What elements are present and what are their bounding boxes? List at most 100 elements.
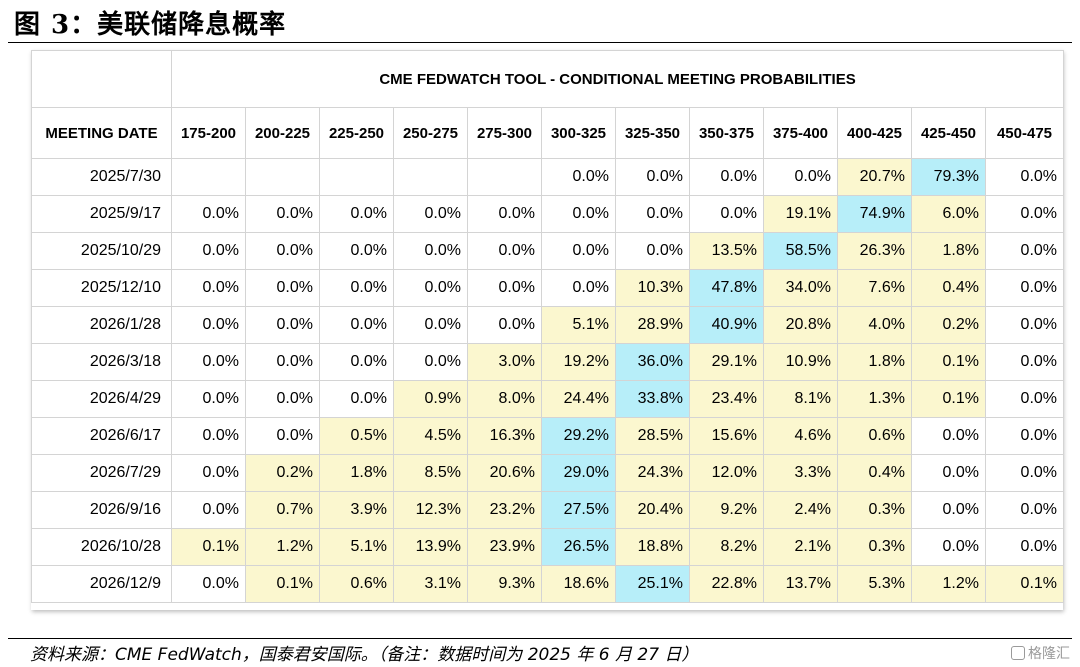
column-header: 450-475 xyxy=(984,107,1065,159)
probability-cell: 0.0% xyxy=(319,343,394,381)
table-row: 2025/7/30 0.0% 0.0% 0.0% 0.0% 20.7% 79.3% 0.0% xyxy=(31,158,1065,196)
probability-cell: 0.3% xyxy=(837,528,912,566)
probability-cell: 33.8% xyxy=(615,380,690,418)
probability-cell: 23.2% xyxy=(467,491,542,529)
probability-cell: 40.9% xyxy=(689,306,764,344)
probability-cell: 0.0% xyxy=(467,195,542,233)
probability-cell: 1.3% xyxy=(837,380,912,418)
probability-cell: 0.0% xyxy=(984,343,1065,381)
probability-cell: 0.0% xyxy=(245,417,320,455)
source-divider xyxy=(8,638,1072,639)
probability-cell: 3.0% xyxy=(467,343,542,381)
probability-table-container: CME FEDWATCH TOOL - CONDITIONAL MEETING … xyxy=(31,50,1065,610)
probability-cell: 13.9% xyxy=(393,528,468,566)
probability-cell: 4.0% xyxy=(837,306,912,344)
meeting-date-cell: 2026/6/17 xyxy=(31,417,172,455)
probability-cell xyxy=(393,158,468,196)
probability-cell: 8.5% xyxy=(393,454,468,492)
watermark-text: 格隆汇 xyxy=(1028,646,1070,662)
probability-cell: 24.4% xyxy=(541,380,616,418)
probability-cell: 0.0% xyxy=(984,454,1065,492)
probability-cell: 27.5% xyxy=(541,491,616,529)
column-header: 275-300 xyxy=(467,107,542,159)
column-header: 325-350 xyxy=(615,107,690,159)
probability-cell: 0.0% xyxy=(615,158,690,196)
probability-cell: 0.0% xyxy=(911,417,986,455)
probability-cell: 8.0% xyxy=(467,380,542,418)
probability-cell: 23.9% xyxy=(467,528,542,566)
probability-table: CME FEDWATCH TOOL - CONDITIONAL MEETING … xyxy=(31,50,1065,603)
meeting-date-cell: 2026/4/29 xyxy=(31,380,172,418)
probability-cell: 0.7% xyxy=(245,491,320,529)
probability-cell: 0.2% xyxy=(245,454,320,492)
probability-cell: 0.0% xyxy=(319,195,394,233)
probability-cell: 0.0% xyxy=(393,195,468,233)
probability-cell: 26.3% xyxy=(837,232,912,270)
probability-cell: 0.0% xyxy=(911,491,986,529)
probability-cell: 0.0% xyxy=(984,195,1065,233)
probability-cell: 15.6% xyxy=(689,417,764,455)
probability-cell: 29.0% xyxy=(541,454,616,492)
probability-cell: 0.0% xyxy=(984,528,1065,566)
watermark: 格隆汇 xyxy=(1011,643,1070,663)
probability-cell: 0.0% xyxy=(467,232,542,270)
meeting-date-cell: 2026/7/29 xyxy=(31,454,172,492)
probability-cell: 20.4% xyxy=(615,491,690,529)
probability-cell: 5.3% xyxy=(837,565,912,603)
probability-cell: 0.2% xyxy=(911,306,986,344)
probability-cell: 26.5% xyxy=(541,528,616,566)
probability-cell: 0.0% xyxy=(541,195,616,233)
probability-cell: 0.0% xyxy=(689,195,764,233)
column-header: 175-200 xyxy=(171,107,246,159)
probability-cell: 13.7% xyxy=(763,565,838,603)
probability-cell: 10.3% xyxy=(615,269,690,307)
figure-title: 图 3：美联储降息概率 xyxy=(14,10,287,40)
probability-cell: 1.8% xyxy=(911,232,986,270)
column-header: 425-450 xyxy=(911,107,986,159)
probability-cell: 0.0% xyxy=(171,269,246,307)
probability-cell: 0.3% xyxy=(837,491,912,529)
probability-cell: 0.0% xyxy=(319,380,394,418)
probability-cell: 0.0% xyxy=(467,306,542,344)
column-header: 200-225 xyxy=(245,107,320,159)
column-header: 300-325 xyxy=(541,107,616,159)
probability-cell: 0.0% xyxy=(541,232,616,270)
probability-cell: 0.0% xyxy=(615,195,690,233)
probability-cell: 0.0% xyxy=(171,232,246,270)
probability-cell: 36.0% xyxy=(615,343,690,381)
meeting-date-cell: 2025/10/29 xyxy=(31,232,172,270)
probability-cell: 23.4% xyxy=(689,380,764,418)
probability-cell: 5.1% xyxy=(541,306,616,344)
probability-cell: 0.0% xyxy=(541,158,616,196)
probability-cell: 1.8% xyxy=(319,454,394,492)
probability-cell: 0.6% xyxy=(837,417,912,455)
probability-cell: 1.8% xyxy=(837,343,912,381)
probability-cell: 0.0% xyxy=(984,158,1065,196)
probability-cell: 47.8% xyxy=(689,269,764,307)
probability-cell: 0.0% xyxy=(911,454,986,492)
probability-cell: 12.0% xyxy=(689,454,764,492)
probability-cell xyxy=(319,158,394,196)
probability-cell: 24.3% xyxy=(615,454,690,492)
probability-cell: 19.1% xyxy=(763,195,838,233)
probability-cell: 9.3% xyxy=(467,565,542,603)
probability-cell: 0.0% xyxy=(984,491,1065,529)
column-header: 225-250 xyxy=(319,107,394,159)
probability-cell: 0.0% xyxy=(984,380,1065,418)
probability-cell: 0.0% xyxy=(984,306,1065,344)
probability-cell: 18.6% xyxy=(541,565,616,603)
probability-cell: 3.9% xyxy=(319,491,394,529)
probability-cell: 0.0% xyxy=(984,417,1065,455)
table-row: 2026/3/18 0.0% 0.0% 0.0% 0.0% 3.0% 19.2% 36.0% 2… xyxy=(31,343,1065,381)
watermark-logo-icon xyxy=(1011,646,1025,660)
probability-cell: 12.3% xyxy=(393,491,468,529)
probability-cell: 0.0% xyxy=(319,306,394,344)
probability-cell: 29.2% xyxy=(541,417,616,455)
probability-cell: 0.1% xyxy=(911,343,986,381)
probability-cell: 74.9% xyxy=(837,195,912,233)
probability-cell: 20.6% xyxy=(467,454,542,492)
probability-cell: 2.4% xyxy=(763,491,838,529)
probability-cell: 13.5% xyxy=(689,232,764,270)
probability-cell: 0.0% xyxy=(171,565,246,603)
probability-cell: 0.1% xyxy=(245,565,320,603)
